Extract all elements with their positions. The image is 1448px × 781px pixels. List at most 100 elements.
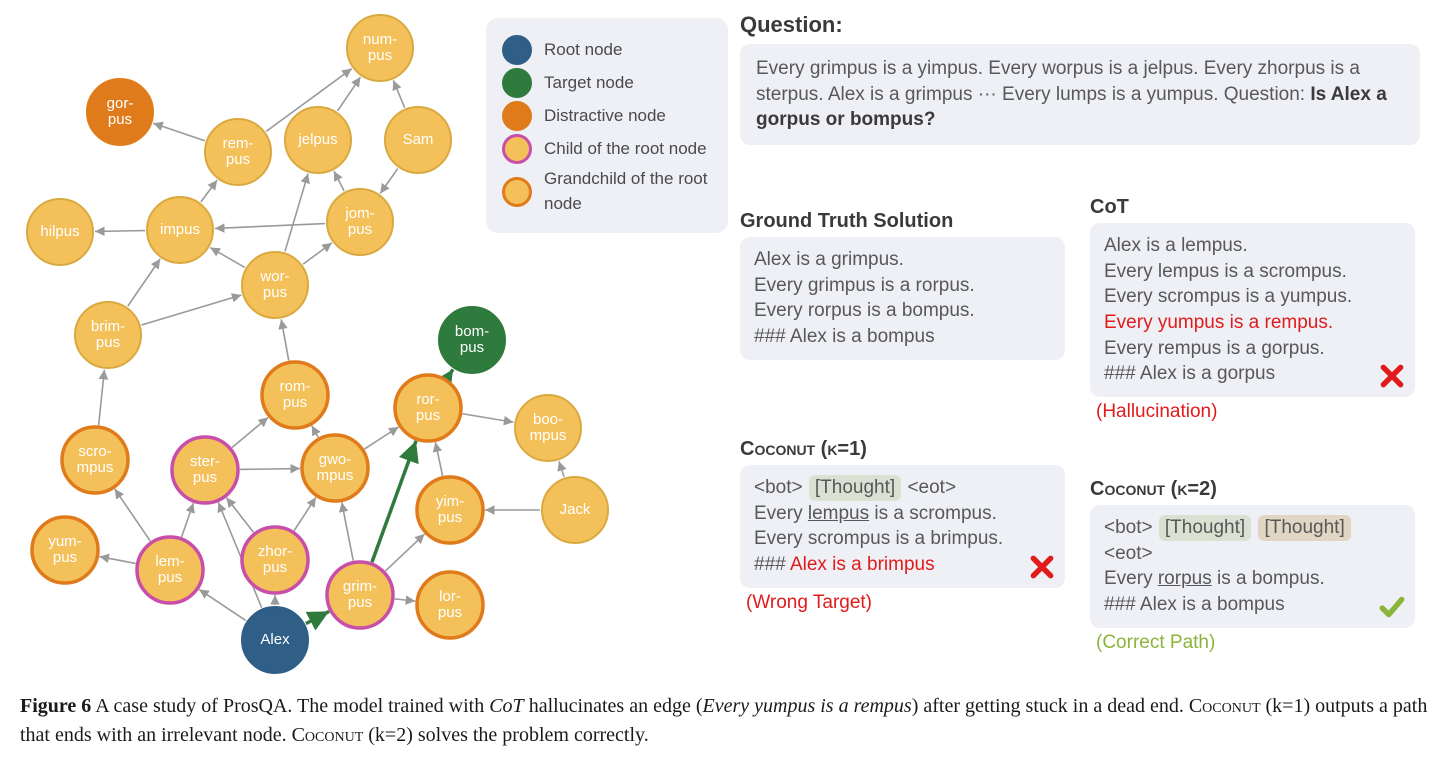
graph-edge [342, 502, 353, 560]
gt-line-1: Every grimpus is a rorpus. [754, 273, 1051, 299]
graph-edge [199, 589, 246, 620]
graph-edge [99, 557, 135, 564]
panel-body-c1: <bot> [Thought] <eot> Every lempus is a … [740, 465, 1065, 588]
cot-line-0: Alex is a lempus. [1104, 233, 1401, 259]
c1-line-3: ### Alex is a brimpus [754, 552, 1051, 578]
graph-node-label: ster-pus [190, 453, 220, 486]
question-title: Question: [740, 12, 1420, 38]
graph-edge [303, 243, 332, 264]
graph-node-label: jelpus [297, 131, 337, 148]
graph-edge [285, 174, 308, 252]
graph-edge [153, 123, 205, 141]
legend-label: Child of the root node [544, 137, 712, 162]
graph-node-label: scro-mpus [77, 443, 114, 476]
graph-edge [385, 534, 424, 571]
graph-edge [215, 224, 325, 229]
question-body: Every grimpus is a yimpus. Every worpus … [740, 44, 1420, 145]
graph-edge [372, 441, 416, 562]
graph-edge [559, 461, 564, 477]
graph-edge [240, 469, 300, 470]
graph-edge [142, 295, 242, 325]
graph-edge [281, 319, 288, 360]
graph-edge [395, 599, 415, 601]
graph-node-label: rem-pus [223, 135, 254, 168]
graph-node-label: lor-pus [438, 588, 462, 621]
legend-swatch [502, 177, 532, 207]
graph-node-label: gor-pus [107, 95, 134, 128]
graph-edge [338, 77, 361, 111]
gt-line-2: Every rorpus is a bompus. [754, 298, 1051, 324]
graph-node-label: grim-pus [343, 578, 377, 611]
panel-title-c2: Coconut (k=2) [1090, 478, 1415, 501]
graph-node-label: Alex [260, 631, 290, 648]
graph-node-label: yim-pus [436, 493, 464, 526]
legend-label: Grandchild of the root node [544, 167, 712, 216]
cot-error-line: Every yumpus is a rempus. [1104, 310, 1401, 336]
panel-title-gt: Ground Truth Solution [740, 210, 1065, 233]
graph-node-label: rom-pus [280, 378, 311, 411]
c1-note: (Wrong Target) [740, 592, 1065, 614]
c1-line-2: Every scrompus is a brimpus. [754, 526, 1051, 552]
cot-line-2: Every scrompus is a yumpus. [1104, 284, 1401, 310]
question-block: Question: Every grimpus is a yimpus. Eve… [740, 12, 1420, 145]
graph-edge [447, 369, 453, 378]
graph-edge [306, 611, 329, 623]
cross-icon [1029, 554, 1055, 580]
graph-edge [463, 414, 514, 422]
panel-coconut-k1: Coconut (k=1) <bot> [Thought] <eot> Ever… [740, 438, 1065, 614]
graph-node-label: Jack [560, 501, 591, 518]
graph-node-label: wor-pus [259, 268, 289, 301]
graph-edge [201, 180, 217, 202]
caption-lead: Figure 6 [20, 695, 91, 717]
graph-node-label: impus [160, 221, 200, 238]
panel-body-gt: Alex is a grimpus. Every grimpus is a ro… [740, 237, 1065, 360]
graph-edge [210, 248, 244, 268]
graph-node-label: boo-mpus [530, 411, 567, 444]
graph-edge [435, 442, 442, 476]
c2-line-2: ### Alex is a bompus [1104, 592, 1401, 618]
check-icon [1379, 594, 1405, 620]
figure-container: num-pusgor-pusrem-pusjelpusSamhilpusimpu… [0, 0, 1448, 781]
question-text: Every grimpus is a yimpus. Every worpus … [756, 58, 1360, 105]
graph-edge [95, 231, 145, 232]
gt-line-3: ### Alex is a bompus [754, 324, 1051, 350]
legend-swatch [502, 134, 532, 164]
c1-line-0: <bot> [Thought] <eot> [754, 475, 1051, 501]
graph-node-label: bom-pus [455, 323, 489, 356]
panel-body-c2: <bot> [Thought] [Thought] <eot> Every ro… [1090, 505, 1415, 628]
graph-edge [128, 259, 160, 306]
graph-edge [380, 169, 398, 194]
graph-node-label: gwo-mpus [317, 451, 354, 484]
graph-edge [182, 503, 194, 537]
graph-node-label: jom-pus [344, 205, 374, 238]
thought-tag: [Thought] [1258, 515, 1350, 541]
graph-edge [364, 427, 398, 449]
panel-body-cot: Alex is a lempus. Every lempus is a scro… [1090, 223, 1415, 397]
legend-row: Distractive node [502, 101, 712, 131]
graph-node-label: hilpus [40, 223, 79, 240]
thought-tag: [Thought] [809, 475, 901, 501]
legend-row: Child of the root node [502, 134, 712, 164]
cot-line-1: Every lempus is a scrompus. [1104, 259, 1401, 285]
legend-swatch [502, 68, 532, 98]
cot-line-5: ### Alex is a gorpus [1104, 361, 1401, 387]
thought-tag: [Thought] [1159, 515, 1251, 541]
graph-node-label: lem-pus [155, 553, 184, 586]
legend-label: Root node [544, 38, 712, 63]
c2-note: (Correct Path) [1090, 632, 1415, 654]
legend-label: Target node [544, 71, 712, 96]
legend-row: Grandchild of the root node [502, 167, 712, 216]
panel-coconut-k2: Coconut (k=2) <bot> [Thought] [Thought] … [1090, 478, 1415, 654]
c1-line-1: Every lempus is a scrompus. [754, 501, 1051, 527]
cot-note: (Hallucination) [1090, 401, 1415, 423]
graph-node-label: zhor-pus [258, 543, 292, 576]
graph-edge [232, 417, 268, 447]
graph-edge [334, 171, 344, 191]
figure-caption: Figure 6 A case study of ProsQA. The mod… [20, 692, 1428, 750]
graph-node-label: yum-pus [48, 533, 81, 566]
graph-edge [99, 370, 105, 425]
legend-swatch [502, 35, 532, 65]
graph-edge [226, 498, 253, 533]
graph-edge [312, 426, 318, 438]
graph-node-label: Sam [403, 131, 434, 148]
